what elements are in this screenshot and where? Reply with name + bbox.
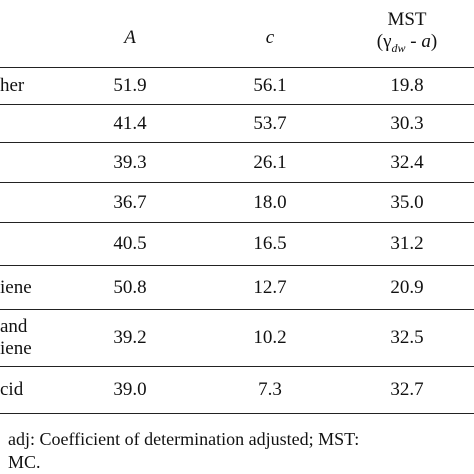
cell-text: 32.7 (390, 379, 424, 400)
table-cell: 19.8 (340, 68, 474, 104)
table-cell: 16.5 (200, 223, 340, 265)
table-row: and iene 39.2 10.2 32.5 (0, 310, 474, 367)
header-cell: A (60, 0, 200, 67)
table-cell: 39.0 (60, 367, 200, 413)
row-label: her (0, 68, 24, 104)
cell-text: 10.2 (253, 327, 287, 348)
table-row: 36.7 18.0 35.0 (0, 183, 474, 223)
table-cell: 39.3 (60, 143, 200, 182)
cell-text: 26.1 (253, 151, 287, 173)
cell-text: 16.5 (253, 233, 287, 254)
table-cell: 31.2 (340, 223, 474, 265)
table-cell: 18.0 (200, 183, 340, 222)
row-label-text: iene (0, 276, 32, 298)
header-text: MST (387, 8, 427, 30)
text: a (421, 30, 431, 52)
table: A c MST (γdw - a) her 51.9 56.1 19.8 41.4 53.… (0, 0, 474, 414)
row-label-text: her (0, 75, 25, 96)
row-label-text: and (0, 316, 28, 337)
cell-text: 7.3 (258, 379, 282, 400)
cell-text: 40.5 (113, 233, 147, 254)
cell-text: 51.9 (113, 75, 147, 96)
table-cell: 32.4 (340, 143, 474, 182)
cell-text: 19.8 (390, 75, 424, 96)
table-row: 41.4 53.7 30.3 (0, 105, 474, 143)
table-cell: 50.8 (60, 266, 200, 309)
cell-text: 41.4 (113, 112, 147, 134)
table-row: cid 39.0 7.3 32.7 (0, 367, 474, 414)
table-cell: 51.9 (60, 68, 200, 104)
text: ) (430, 30, 438, 52)
header-cell: MST (γdw - a) (340, 0, 474, 67)
table-cell: 56.1 (200, 68, 340, 104)
footnote-line: MC. (8, 452, 41, 472)
table-cell: 20.9 (340, 266, 474, 309)
cell-text: 39.3 (113, 151, 147, 173)
cell-text: 39.0 (113, 379, 147, 400)
header-text: (γdw - a) (377, 31, 437, 59)
table-row: 40.5 16.5 31.2 (0, 223, 474, 266)
cell-text: 32.5 (390, 327, 424, 348)
table-row: 39.3 26.1 32.4 (0, 143, 474, 183)
table-cell: 26.1 (200, 143, 340, 182)
cell-text: 12.7 (253, 276, 287, 298)
table-cell: 53.7 (200, 105, 340, 142)
table-cell: 12.7 (200, 266, 340, 309)
cell-text: 31.2 (390, 233, 424, 254)
row-label-text: iene (0, 338, 32, 359)
cell-text: 20.9 (390, 276, 424, 298)
cell-text: 50.8 (113, 276, 147, 298)
table-cell: 40.5 (60, 223, 200, 265)
cell-text: 32.4 (390, 151, 424, 173)
table-cell: 10.2 (200, 310, 340, 366)
cell-text: 18.0 (253, 191, 287, 213)
table-cell: 36.7 (60, 183, 200, 222)
table-cell: 41.4 (60, 105, 200, 142)
table-cell: 32.7 (340, 367, 474, 413)
table-cell: 39.2 (60, 310, 200, 366)
subscript: dw (391, 40, 406, 55)
text: (γ (376, 30, 392, 52)
table-cell: 35.0 (340, 183, 474, 222)
footnote-line: adj: Coefficient of determination adjust… (8, 429, 360, 449)
row-label: and iene (0, 310, 32, 366)
table-cell: 7.3 (200, 367, 340, 413)
cell-text: 56.1 (253, 75, 287, 96)
cell-text: 36.7 (113, 191, 147, 213)
row-label-text: cid (0, 379, 24, 400)
cell-text: 30.3 (390, 112, 424, 134)
header-row: A c MST (γdw - a) (0, 0, 474, 68)
header-text: A (124, 26, 136, 48)
footnote: adj: Coefficient of determination adjust… (8, 428, 359, 474)
table-cell: 30.3 (340, 105, 474, 142)
table-cell: 32.5 (340, 310, 474, 366)
header-text: c (265, 26, 275, 48)
row-label: cid (0, 367, 23, 413)
cell-text: 39.2 (113, 327, 147, 348)
row-label: iene (0, 266, 32, 309)
cell-text: 35.0 (390, 191, 424, 213)
table-row: her 51.9 56.1 19.8 (0, 68, 474, 105)
table-row: iene 50.8 12.7 20.9 (0, 266, 474, 310)
text: - (405, 30, 422, 52)
cell-text: 53.7 (253, 112, 287, 134)
header-cell: c (200, 0, 340, 67)
